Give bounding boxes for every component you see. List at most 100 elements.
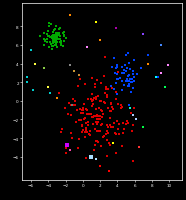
Point [52, 37, 55, 40]
Point [96, 129, 99, 133]
Point [107, 169, 110, 172]
Point [82, 118, 85, 121]
Point [97, 121, 100, 124]
Point [80, 130, 83, 134]
Point [130, 81, 133, 84]
Point [50, 43, 53, 46]
Point [100, 82, 103, 86]
Point [54, 36, 57, 40]
Point [55, 41, 58, 44]
Point [44, 40, 47, 43]
Point [126, 85, 129, 89]
Point [80, 112, 83, 115]
Point [94, 128, 97, 131]
Point [64, 37, 67, 40]
Point [68, 149, 71, 152]
Point [122, 132, 125, 135]
Point [57, 34, 60, 37]
Point [71, 97, 74, 101]
Point [56, 34, 59, 37]
Point [59, 45, 62, 48]
Point [51, 35, 54, 39]
Point [53, 35, 56, 38]
Point [107, 142, 110, 145]
Point [60, 42, 62, 45]
Point [43, 39, 46, 42]
Point [59, 44, 62, 47]
Point [127, 83, 130, 86]
Point [126, 120, 129, 123]
Point [100, 100, 103, 103]
Point [58, 32, 61, 35]
Point [85, 156, 88, 159]
Point [95, 140, 98, 143]
Point [80, 112, 83, 115]
Point [126, 78, 129, 81]
Point [99, 165, 102, 168]
Point [49, 41, 52, 45]
Point [45, 33, 48, 36]
Point [85, 109, 88, 112]
Point [96, 79, 99, 82]
Point [96, 118, 99, 121]
Point [135, 118, 138, 121]
Point [84, 82, 87, 86]
Point [105, 139, 108, 142]
Point [122, 69, 125, 72]
Point [115, 91, 118, 95]
Point [105, 94, 108, 98]
Point [127, 104, 130, 107]
Point [104, 57, 107, 60]
Point [52, 39, 55, 42]
Point [115, 82, 118, 86]
Point [25, 77, 28, 80]
Point [62, 40, 65, 43]
Point [48, 22, 51, 25]
Point [166, 64, 169, 68]
Point [79, 78, 82, 81]
Point [111, 87, 114, 90]
Point [142, 126, 145, 129]
Point [65, 151, 68, 155]
Point [47, 36, 50, 39]
Point [138, 146, 141, 149]
Point [91, 93, 94, 96]
Point [57, 34, 60, 37]
Point [131, 123, 134, 127]
Point [81, 124, 84, 127]
Point [79, 108, 82, 111]
Point [53, 29, 56, 32]
Point [155, 77, 158, 80]
Point [107, 107, 110, 110]
Point [121, 122, 124, 125]
Point [48, 35, 51, 38]
Point [86, 46, 89, 49]
Point [96, 123, 99, 126]
Point [29, 49, 32, 52]
Point [111, 67, 114, 70]
Point [84, 136, 86, 139]
Point [94, 108, 97, 111]
Point [122, 84, 125, 87]
Point [77, 85, 80, 89]
Point [131, 87, 134, 90]
Point [119, 106, 122, 110]
Point [84, 108, 87, 111]
Point [80, 125, 83, 128]
Point [125, 67, 128, 71]
Point [57, 38, 60, 41]
Point [58, 35, 61, 38]
Point [70, 132, 73, 135]
Point [44, 39, 47, 42]
Point [51, 36, 54, 39]
Point [73, 70, 76, 73]
Point [163, 86, 166, 89]
Point [112, 57, 115, 61]
Point [77, 74, 80, 77]
Point [81, 107, 84, 111]
Point [51, 38, 54, 41]
Point [77, 138, 80, 141]
Point [99, 118, 102, 121]
Point [112, 141, 115, 145]
Point [55, 97, 58, 100]
